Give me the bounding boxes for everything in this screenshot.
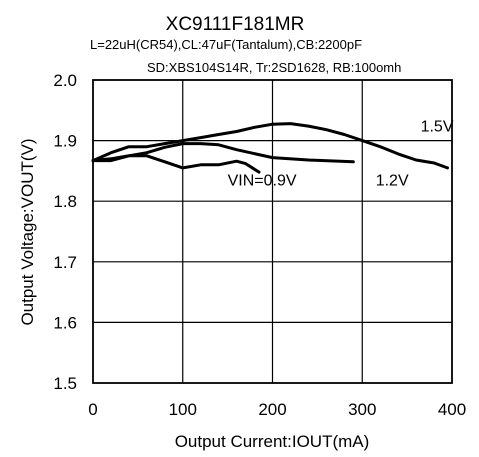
y-axis-label: Output Voltage:VOUT(V) [18,138,37,325]
series-label-2: VIN=0.9V [228,172,297,189]
chart-subtitle-line-2: SD:XBS104S14R, Tr:2SD1628, RB:100omh [147,60,401,75]
y-tick-label: 2.0 [53,71,77,90]
x-tick-label: 100 [169,400,197,419]
y-tick-label: 1.7 [53,253,77,272]
series-lines [91,122,449,174]
grid [93,80,452,383]
y-tick-label: 1.9 [53,132,77,151]
series-label-0: 1.5V [421,119,454,136]
x-tick-label: 300 [348,400,376,419]
x-tick-label: 200 [258,400,286,419]
series-line-1 [91,142,355,164]
y-tick-label: 1.6 [53,313,77,332]
series-label-1: 1.2V [376,172,409,189]
x-tick-label: 400 [438,400,466,419]
y-tick-label: 1.5 [53,374,77,393]
tick-labels: 0 100 200 300 400 1.5 1.6 1.7 1.8 1.9 2.0 [53,71,466,419]
series-line-2 [91,122,449,170]
chart-subtitle-line-1: L=22uH(CR54),CL:47uF(Tantalum),CB:2200pF [90,37,362,52]
x-tick-label: 0 [88,400,97,419]
plot-frame [92,79,453,384]
chart-title: XC9111F181MR [166,14,305,35]
y-tick-label: 1.8 [53,192,77,211]
series-labels: 1.5V 1.2V VIN=0.9V [228,119,454,190]
x-axis-label: Output Current:IOUT(mA) [175,432,370,451]
